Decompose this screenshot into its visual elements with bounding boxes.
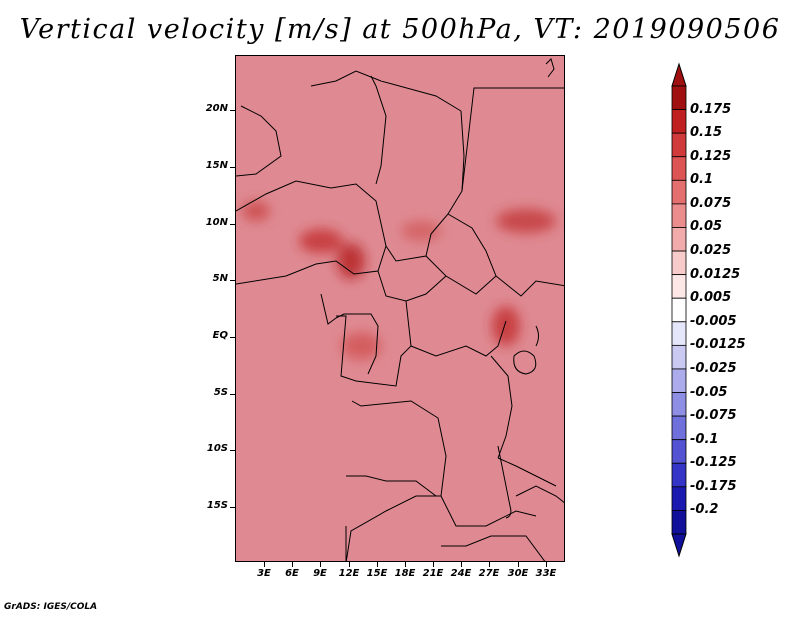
- lon-tick-label: 27E: [478, 568, 500, 579]
- velocity-field: [236, 56, 564, 561]
- colorbar-tick-label: 0.1: [690, 172, 714, 188]
- colorbar-segment: [671, 415, 687, 441]
- lon-tick-label: 9E: [313, 568, 327, 579]
- colorbar-tick-label: -0.2: [690, 502, 719, 518]
- lat-tick-label: 10N: [205, 217, 228, 228]
- lat-tick: [230, 167, 235, 168]
- lat-tick: [230, 110, 235, 111]
- colorbar-over-triangle: [671, 62, 687, 87]
- lat-tick: [230, 394, 235, 395]
- lat-tick-label: 15S: [206, 500, 228, 511]
- lon-tick: [433, 562, 434, 567]
- footer-credit: GrADS: IGES/COLA: [4, 602, 98, 612]
- colorbar-tick-label: -0.075: [690, 408, 737, 424]
- map-panel: [235, 55, 565, 562]
- lon-tick: [349, 562, 350, 567]
- colorbar-tick-label: 0.0125: [690, 266, 741, 282]
- lon-tick-label: 18E: [394, 568, 416, 579]
- lat-tick-label: EQ: [212, 330, 228, 341]
- lon-tick: [292, 562, 293, 567]
- lon-tick: [405, 562, 406, 567]
- colorbar-segment: [671, 297, 687, 323]
- lat-tick-label: 5N: [212, 273, 228, 284]
- colorbar-tick-label: -0.0125: [690, 337, 746, 353]
- lat-tick-label: 20N: [205, 103, 228, 114]
- lon-tick-label: 3E: [257, 568, 271, 579]
- colorbar-segment: [671, 179, 687, 205]
- lon-tick: [461, 562, 462, 567]
- colorbar-tick-label: -0.05: [690, 384, 728, 400]
- lat-tick: [230, 450, 235, 451]
- colorbar-segment: [671, 85, 687, 110]
- colorbar-tick-label: 0.005: [690, 290, 732, 306]
- lat-tick: [230, 337, 235, 338]
- colorbar-tick-label: 0.075: [690, 195, 732, 211]
- colorbar-segment: [671, 462, 687, 488]
- colorbar-tick-label: -0.025: [690, 360, 737, 376]
- colorbar-segment: [671, 486, 687, 511]
- colorbar-tick-label: -0.125: [690, 455, 737, 471]
- colorbar: [671, 62, 687, 558]
- lon-tick: [320, 562, 321, 567]
- colorbar-under-triangle: [671, 533, 687, 558]
- lat-tick-label: 15N: [205, 160, 228, 171]
- lon-tick-label: 12E: [338, 568, 360, 579]
- lat-tick: [230, 280, 235, 281]
- lon-tick-label: 24E: [450, 568, 472, 579]
- lon-tick: [377, 562, 378, 567]
- lon-tick-label: 33E: [535, 568, 557, 579]
- colorbar-tick-label: 0.05: [690, 219, 723, 235]
- lon-tick-label: 30E: [507, 568, 529, 579]
- colorbar-segment: [671, 156, 687, 181]
- lat-tick-label: 5S: [213, 387, 228, 398]
- colorbar-tick-label: 0.125: [690, 148, 732, 164]
- lon-tick: [489, 562, 490, 567]
- lon-tick: [546, 562, 547, 567]
- lat-tick: [230, 224, 235, 225]
- colorbar-tick-label: -0.005: [690, 313, 737, 329]
- colorbar-segment: [671, 392, 687, 417]
- colorbar-segment: [671, 203, 687, 228]
- colorbar-segment: [671, 250, 687, 276]
- colorbar-segment: [671, 109, 687, 134]
- lon-tick-label: 21E: [422, 568, 444, 579]
- colorbar-segment: [671, 510, 687, 535]
- lon-tick: [264, 562, 265, 567]
- colorbar-segment: [671, 227, 687, 252]
- colorbar-tick-label: -0.1: [690, 431, 719, 447]
- lon-tick-label: 6E: [285, 568, 299, 579]
- colorbar-segment: [671, 344, 687, 370]
- colorbar-segment: [671, 439, 687, 464]
- colorbar-segment: [671, 321, 687, 346]
- colorbar-segment: [671, 132, 687, 158]
- colorbar-tick-label: -0.175: [690, 478, 737, 494]
- colorbar-tick-label: 0.15: [690, 125, 723, 141]
- colorbar-segment: [671, 274, 687, 299]
- colorbar-tick-label: 0.175: [690, 101, 732, 117]
- lon-tick-label: 15E: [366, 568, 388, 579]
- colorbar-segment: [671, 368, 687, 393]
- lat-tick-label: 10S: [206, 443, 228, 454]
- lat-tick: [230, 507, 235, 508]
- lon-tick: [518, 562, 519, 567]
- colorbar-tick-label: 0.025: [690, 243, 732, 259]
- chart-title: Vertical velocity [m/s] at 500hPa, VT: 2…: [19, 14, 781, 45]
